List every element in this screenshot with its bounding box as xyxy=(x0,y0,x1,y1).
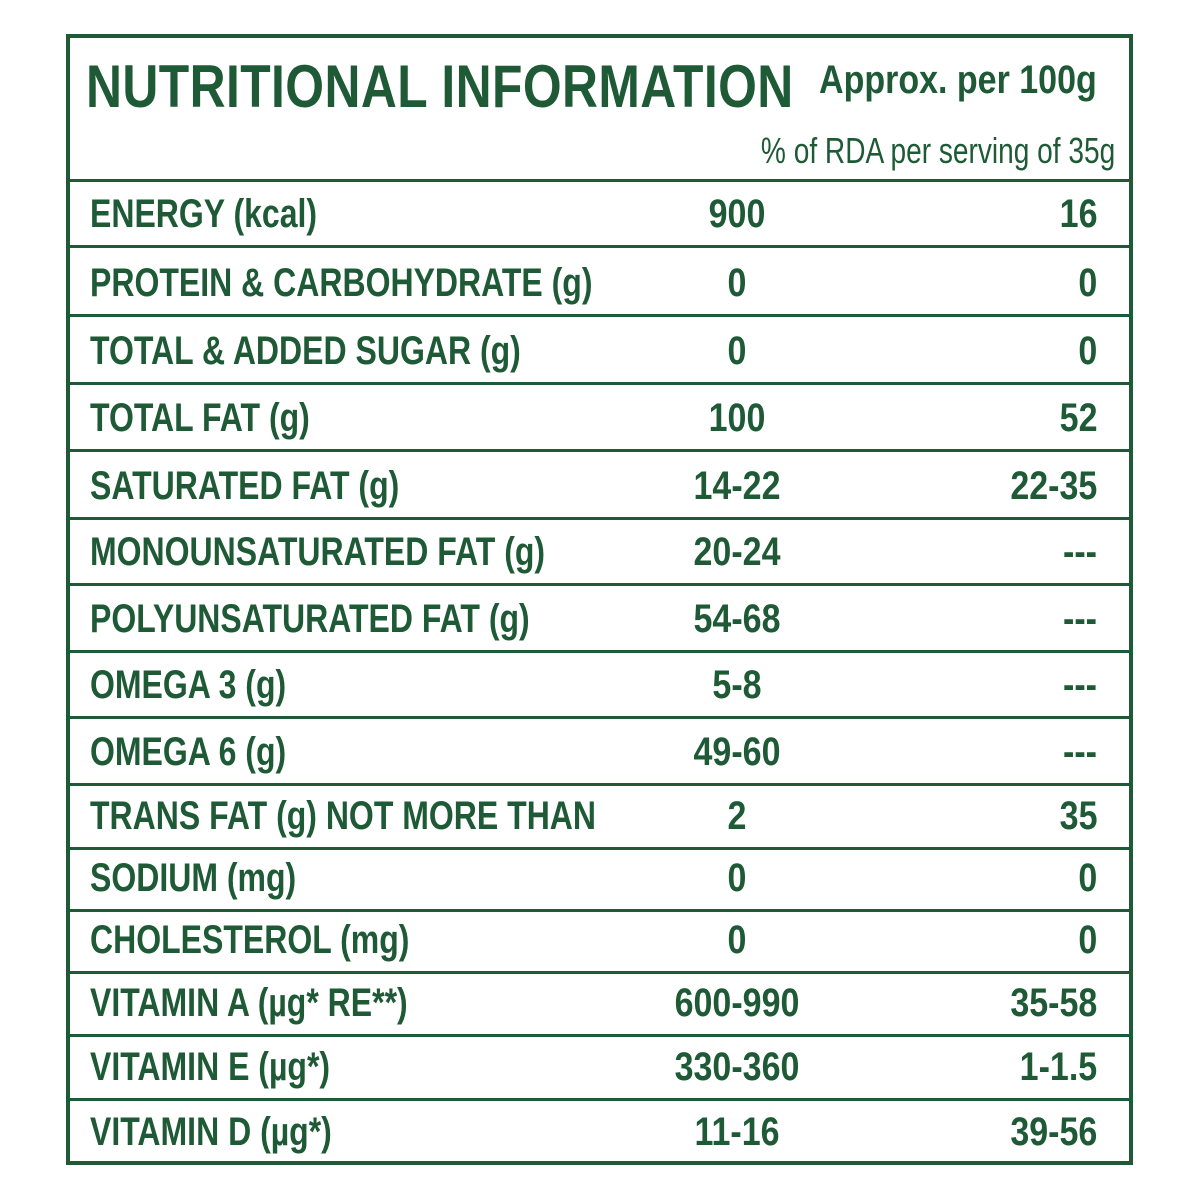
table-row: VITAMIN A (µg* RE**) 600-990 35-58 xyxy=(70,971,1129,1037)
per-100g-value: 20-24 xyxy=(693,529,781,574)
nutrient-label: ENERGY (kcal) xyxy=(90,191,318,236)
nutrient-label: OMEGA 3 (g) xyxy=(90,662,287,707)
rda-value: --- xyxy=(1063,596,1097,641)
rda-value: --- xyxy=(1063,662,1097,707)
nutrient-table: ENERGY (kcal) 900 16 PROTEIN & CARBOHYDR… xyxy=(70,182,1129,1161)
per-100g-value: 0 xyxy=(727,855,747,900)
table-row: POLYUNSATURATED FAT (g) 54-68 --- xyxy=(70,587,1129,653)
per-100g-value: 0 xyxy=(727,917,747,962)
rda-heading: % of RDA per serving of 35g xyxy=(760,130,1115,171)
table-row: SATURATED FAT (g) 14-22 22-35 xyxy=(70,454,1129,520)
table-row: ENERGY (kcal) 900 16 xyxy=(70,182,1129,248)
panel-header: NUTRITIONAL INFORMATION Approx. per 100g… xyxy=(70,38,1129,182)
per-100g-value: 600-990 xyxy=(674,980,800,1025)
per-100g-value: 49-60 xyxy=(693,729,781,774)
rda-value: 39-56 xyxy=(1010,1110,1097,1154)
per-100g-value: 5-8 xyxy=(712,662,762,707)
nutrient-label: VITAMIN A (µg* RE**) xyxy=(90,980,408,1025)
nutrient-label: POLYUNSATURATED FAT (g) xyxy=(90,596,530,641)
per-100g-value: 2 xyxy=(727,793,747,838)
rda-value: 0 xyxy=(1078,260,1097,305)
rda-value: 35 xyxy=(1059,793,1097,838)
nutrient-label: VITAMIN E (µg*) xyxy=(90,1044,331,1089)
rda-value: 0 xyxy=(1078,855,1097,900)
nutrient-label: MONOUNSATURATED FAT (g) xyxy=(90,529,546,574)
table-row: TOTAL & ADDED SUGAR (g) 0 0 xyxy=(70,319,1129,385)
table-row: OMEGA 3 (g) 5-8 --- xyxy=(70,653,1129,719)
per-100g-value: 54-68 xyxy=(693,596,781,641)
per-100g-heading: Approx. per 100g xyxy=(819,58,1097,102)
rda-value: 52 xyxy=(1059,395,1097,440)
table-row: VITAMIN D (µg*) 11-16 39-56 xyxy=(70,1099,1129,1165)
rda-value: --- xyxy=(1063,729,1097,774)
nutrient-label: TRANS FAT (g) NOT MORE THAN xyxy=(90,793,597,838)
nutrient-label: VITAMIN D (µg*) xyxy=(90,1110,332,1154)
rda-value: 22-35 xyxy=(1010,463,1097,508)
nutrient-label: CHOLESTEROL (mg) xyxy=(90,917,410,962)
nutrient-label: SATURATED FAT (g) xyxy=(90,463,400,508)
per-100g-value: 900 xyxy=(708,191,766,236)
table-row: PROTEIN & CARBOHYDRATE (g) 0 0 xyxy=(70,251,1129,317)
per-100g-value: 0 xyxy=(727,260,747,305)
rda-value: --- xyxy=(1063,529,1097,574)
rda-value: 0 xyxy=(1078,328,1097,373)
table-row: TOTAL FAT (g) 100 52 xyxy=(70,386,1129,452)
nutrient-label: PROTEIN & CARBOHYDRATE (g) xyxy=(90,260,593,305)
nutrient-label: TOTAL FAT (g) xyxy=(90,395,310,440)
nutrient-label: OMEGA 6 (g) xyxy=(90,729,287,774)
rda-value: 0 xyxy=(1078,917,1097,962)
per-100g-value: 100 xyxy=(708,395,766,440)
per-100g-value: 11-16 xyxy=(694,1110,780,1154)
table-row: CHOLESTEROL (mg) 0 0 xyxy=(70,908,1129,974)
table-row: OMEGA 6 (g) 49-60 --- xyxy=(70,720,1129,786)
per-100g-value: 0 xyxy=(727,328,747,373)
nutrition-panel: NUTRITIONAL INFORMATION Approx. per 100g… xyxy=(66,34,1133,1165)
per-100g-value: 330-360 xyxy=(674,1044,800,1089)
table-row: TRANS FAT (g) NOT MORE THAN 2 35 xyxy=(70,784,1129,850)
rda-value: 16 xyxy=(1059,191,1097,236)
nutrient-label: TOTAL & ADDED SUGAR (g) xyxy=(90,328,521,373)
per-100g-value: 14-22 xyxy=(693,463,781,508)
table-row: VITAMIN E (µg*) 330-360 1-1.5 xyxy=(70,1035,1129,1101)
table-row: MONOUNSATURATED FAT (g) 20-24 --- xyxy=(70,520,1129,586)
nutrient-label: SODIUM (mg) xyxy=(90,855,297,900)
panel-title: NUTRITIONAL INFORMATION xyxy=(86,53,794,120)
table-row: SODIUM (mg) 0 0 xyxy=(70,846,1129,912)
rda-value: 35-58 xyxy=(1010,980,1097,1025)
rda-value: 1-1.5 xyxy=(1019,1044,1097,1089)
